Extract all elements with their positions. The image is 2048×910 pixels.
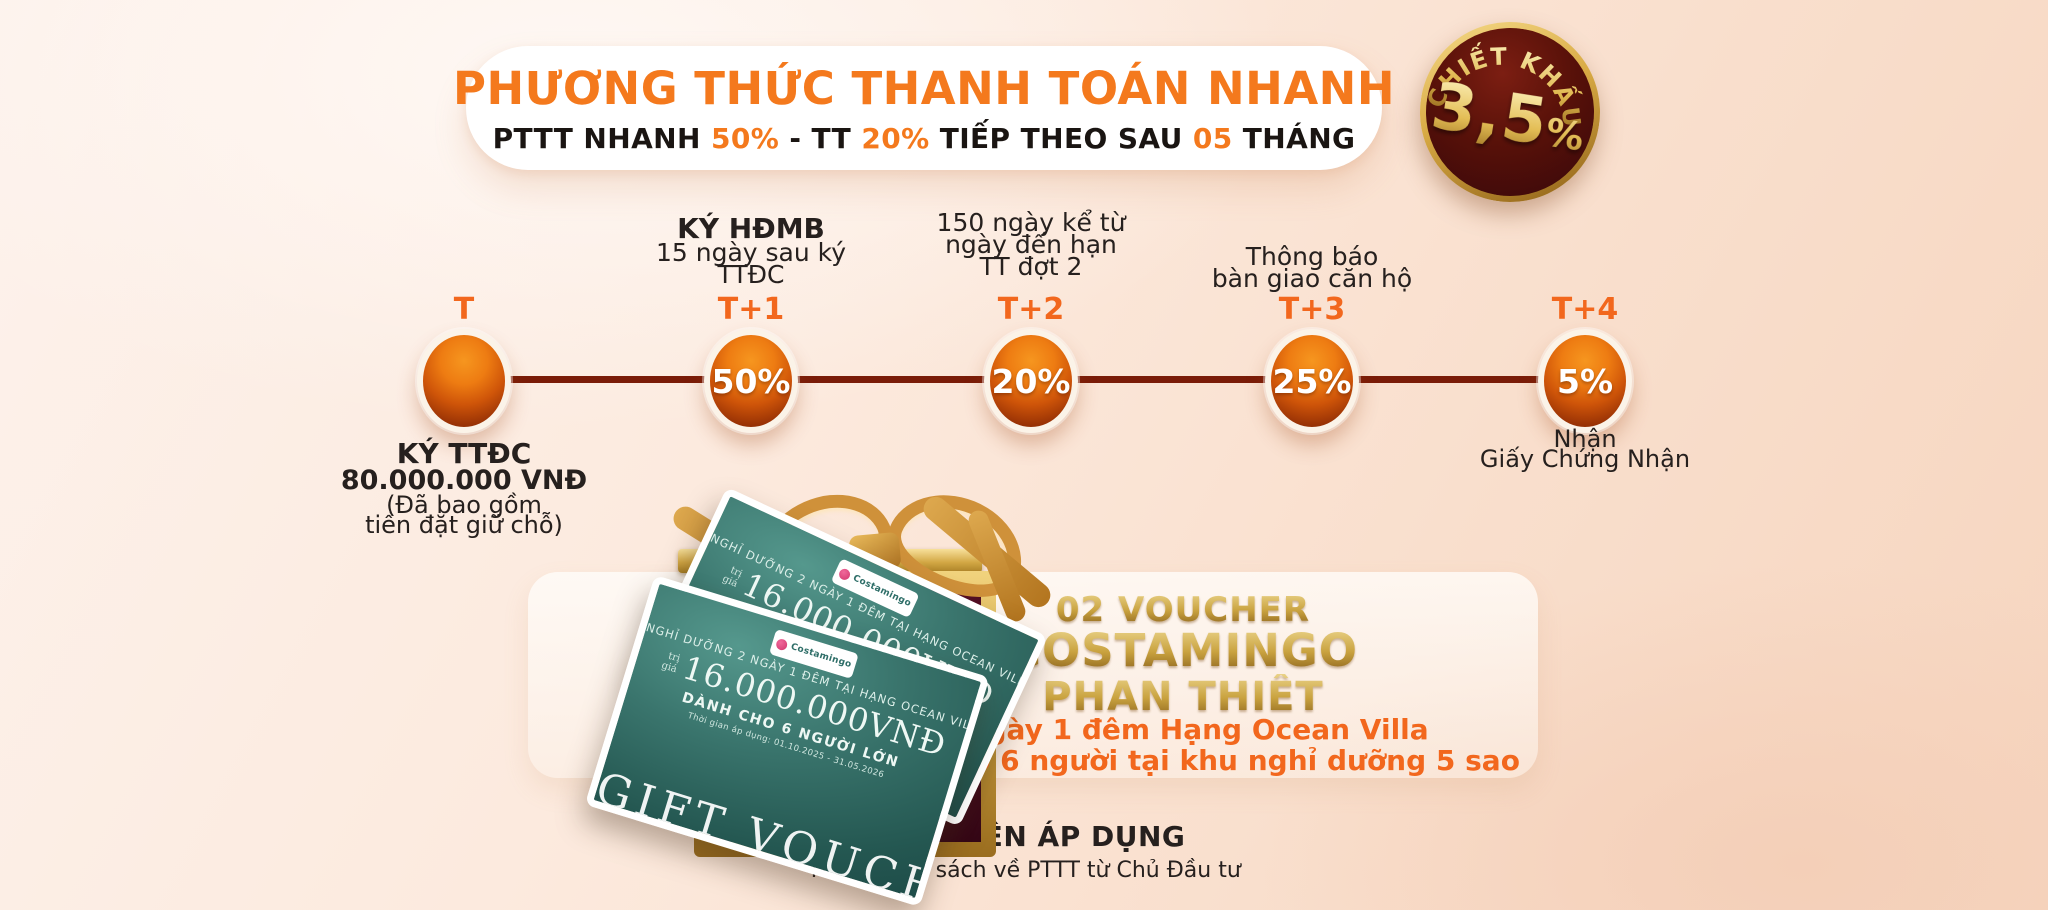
discount-badge-arc-text: CHIẾT KHẤU — [1420, 31, 1594, 134]
conditions-footer: ĐIỀU KIỆN ÁP DỤNG Theo chính sách về PTT… — [0, 820, 2048, 883]
timeline-t-label-4: T+4 — [1551, 292, 1619, 327]
timeline-node-25: 25% — [1265, 329, 1359, 433]
milestone-label-150-ngay: 150 ngày kể từ ngày đến hạn TT đợt 2 — [936, 208, 1126, 281]
timeline-t-label-2: T+2 — [997, 292, 1065, 327]
timeline-node-50: 50% — [704, 329, 798, 433]
flamingo-logo-icon — [837, 566, 853, 582]
milestone-label-ban-giao: Thông báo bàn giao căn hộ — [1211, 242, 1413, 293]
milestone-label-ky-ttdc: KÝ TTĐC 80.000.000 VNĐ (Đã bao gồm tiền … — [340, 437, 588, 539]
timeline-node-5: 5% — [1538, 329, 1632, 433]
voucher-headline: 02 VOUCHER COSTAMINGO PHAN THIẾT — [1007, 590, 1359, 720]
voucher-value-label: trị giá — [660, 650, 682, 676]
timeline-t-label-1: T+1 — [717, 292, 785, 327]
discount-badge: CHIẾT KHẤU 3,5% — [1407, 9, 1613, 215]
flamingo-logo-icon — [774, 637, 789, 651]
milestone-label-giay-chung-nhan: Nhận Giấy Chứng Nhận — [1479, 425, 1691, 473]
timeline-node-20: 20% — [984, 329, 1078, 433]
timeline-t-label-3: T+3 — [1278, 292, 1346, 327]
conditions-title: ĐIỀU KIỆN ÁP DỤNG — [862, 820, 1186, 853]
milestone-label-hdmb: KÝ HĐMB 15 ngày sau ký TTĐC — [655, 212, 847, 289]
title-banner: PHƯƠNG THỨC THANH TOÁN NHANH PTTT NHANH … — [453, 46, 1395, 170]
conditions-note: Theo chính sách về PTTT từ Chủ Đầu tư — [807, 858, 1241, 883]
timeline-node-start — [417, 329, 511, 433]
page-subtitle: PTTT NHANH 50% - TT 20% TIẾP THEO SAU 05… — [492, 121, 1356, 155]
timeline-t-label-0: T — [453, 292, 475, 327]
page-title: PHƯƠNG THỨC THANH TOÁN NHANH — [453, 61, 1395, 115]
